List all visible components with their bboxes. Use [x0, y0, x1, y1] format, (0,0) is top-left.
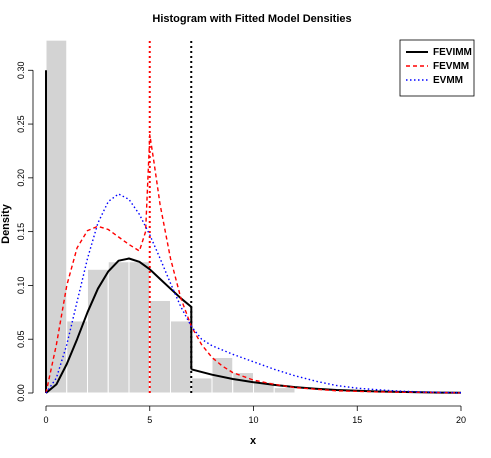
histogram-bar-3 [107, 261, 130, 394]
histogram-bar-5 [149, 299, 171, 394]
histogram-bar-11 [273, 387, 296, 394]
x-tick-label-1: 5 [147, 415, 152, 425]
histogram-bars [45, 39, 296, 394]
y-tick-label-2: 0.10 [16, 277, 26, 295]
curve-fevmm-segment-0 [45, 134, 462, 394]
density-curves [45, 70, 462, 394]
y-tick-label-5: 0.25 [16, 115, 26, 133]
x-tick-label-3: 15 [352, 415, 362, 425]
y-tick-label-4: 0.20 [16, 169, 26, 187]
curve-evmm-segment-0 [45, 193, 462, 394]
histogram-bar-4 [128, 261, 151, 394]
legend-label-fevmm: FEVMM [433, 61, 469, 72]
x-tick-label-2: 10 [248, 415, 258, 425]
curve-fevimm-segment-1 [45, 257, 192, 394]
legend-label-fevimm: FEVIMM [433, 47, 472, 58]
histogram-bar-7 [190, 377, 213, 394]
chart-title: Histogram with Fitted Model Densities [152, 13, 351, 25]
x-tick-label-0: 0 [43, 415, 48, 425]
y-tick-label-6: 0.30 [16, 62, 26, 80]
histogram-bar-6 [170, 320, 192, 394]
y-axis-label: Density [0, 203, 12, 244]
histogram-bar-0 [45, 39, 68, 394]
vertical-reference-lines [148, 41, 193, 393]
legend: FEVIMM FEVMM EVMM [399, 39, 475, 97]
x-tick-label-4: 20 [456, 415, 466, 425]
legend-box [399, 39, 475, 97]
y-tick-label-3: 0.15 [16, 223, 26, 241]
x-axis-label: x [250, 435, 257, 447]
axes: 0 5 10 15 20 0.00 0.05 0.10 0.15 0.20 0.25 0.30 [16, 62, 466, 425]
legend-label-evmm: EVMM [433, 75, 463, 86]
y-tick-label-0: 0.00 [16, 384, 26, 402]
y-tick-label-1: 0.05 [16, 330, 26, 348]
